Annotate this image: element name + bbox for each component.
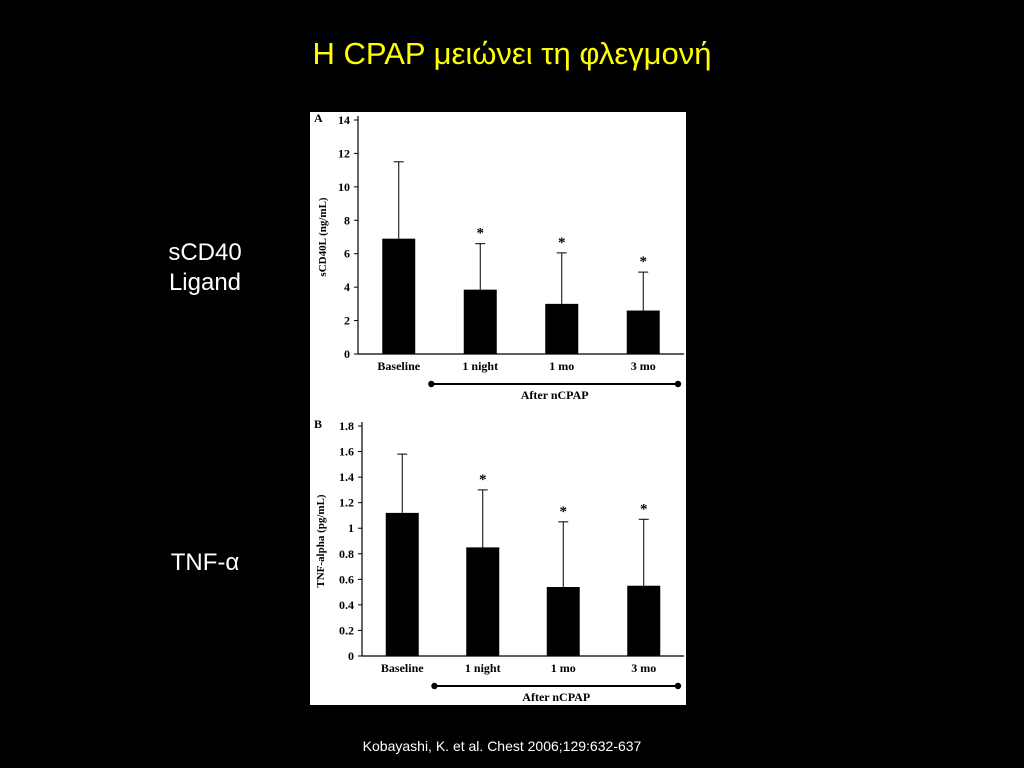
- x-tick-label: 3 mo: [631, 661, 656, 675]
- group-bracket-end-right: [674, 380, 682, 388]
- y-tick-label: 0.6: [339, 572, 354, 586]
- y-tick-label: 0.4: [339, 598, 354, 612]
- y-tick-label: 0.2: [339, 623, 354, 637]
- y-tick-label: 1: [348, 521, 354, 535]
- y-tick-label: 4: [344, 280, 350, 294]
- x-tick-label: 1 mo: [551, 661, 576, 675]
- bar: [463, 289, 497, 354]
- x-tick-label: 1 mo: [549, 359, 574, 373]
- scd40-ligand-label: sCD40 Ligand: [140, 238, 270, 298]
- y-tick-label: 6: [344, 247, 350, 261]
- y-tick-label: 2: [344, 314, 350, 328]
- scd40-label-line1: sCD40: [168, 239, 242, 266]
- y-tick-label: 14: [338, 113, 350, 127]
- chart-tnf-alpha: 0 0.2 0.4 0.6 0.8 1 1.2 1.4 1.6 1.8 TNF-alpha (pg/…: [314, 417, 684, 704]
- figure-panel: 0 2 4 6 8 10 12 14 sCD40L (ng/mL) A Baseline * 1 nig…: [310, 112, 686, 705]
- y-tick-label: 0.8: [339, 547, 354, 561]
- bar: [385, 512, 419, 656]
- x-tick-label: 3 mo: [631, 359, 656, 373]
- bar: [466, 547, 500, 656]
- significance-marker: *: [560, 504, 568, 520]
- y-axis-label: sCD40L (ng/mL): [317, 197, 329, 276]
- slide-title: Η CPAP μειώνει τη φλεγμονή: [312, 36, 712, 71]
- y-axis-label: TNF-alpha (pg/mL): [315, 494, 327, 588]
- y-tick-label: 8: [344, 213, 350, 227]
- bar: [546, 587, 580, 656]
- y-tick-label: 1.8: [339, 419, 354, 433]
- y-tick-label: 10: [338, 180, 350, 194]
- y-tick-label: 1.4: [339, 470, 354, 484]
- panel-label: B: [314, 417, 322, 431]
- x-tick-label: 1 night: [462, 359, 498, 373]
- significance-marker: *: [640, 254, 648, 270]
- tnf-label-text: TNF-α: [170, 549, 240, 576]
- citation: Kobayashi, K. et al. Chest 2006;129:632-…: [362, 738, 642, 754]
- scd40-label-line2: Ligand: [168, 269, 242, 296]
- bar: [382, 238, 416, 354]
- tnf-alpha-label: TNF-α: [140, 548, 270, 578]
- y-tick-label: 12: [338, 146, 350, 160]
- bar: [626, 310, 660, 354]
- group-bracket-end-right: [674, 682, 682, 690]
- x-tick-label: 1 night: [465, 661, 501, 675]
- y-tick-label: 1.6: [339, 445, 354, 459]
- group-bracket-end-left: [428, 380, 435, 388]
- significance-marker: *: [477, 226, 485, 242]
- y-tick-label: 0: [344, 347, 350, 361]
- bar: [627, 585, 661, 656]
- y-tick-label: 1.2: [339, 496, 354, 510]
- significance-marker: *: [479, 472, 487, 488]
- x-tick-label: Baseline: [381, 661, 424, 675]
- bar: [545, 303, 579, 354]
- y-tick-label: 0: [348, 649, 354, 663]
- significance-marker: *: [558, 235, 566, 251]
- group-bracket-end-left: [431, 682, 438, 690]
- significance-marker: *: [640, 501, 648, 517]
- group-label: After nCPAP: [522, 690, 590, 704]
- group-label: After nCPAP: [521, 388, 589, 402]
- chart-scd40l: 0 2 4 6 8 10 12 14 sCD40L (ng/mL) A Baseline * 1 nig…: [314, 112, 684, 402]
- x-tick-label: Baseline: [377, 359, 420, 373]
- panel-label: A: [314, 112, 323, 125]
